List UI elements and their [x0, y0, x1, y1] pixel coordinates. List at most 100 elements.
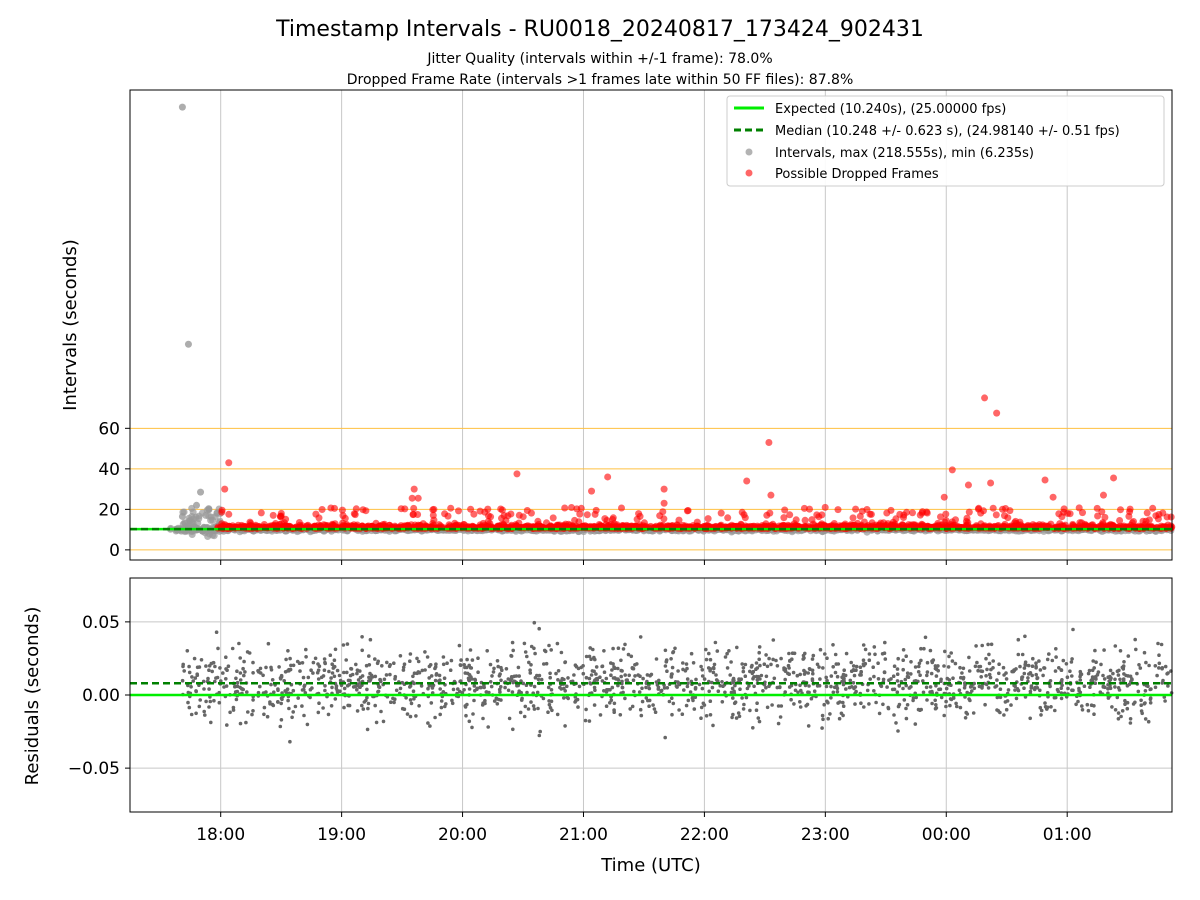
- residual-point: [962, 677, 966, 681]
- interval-outlier-point: [197, 489, 204, 496]
- dropped-frame-point: [660, 522, 667, 529]
- residual-point: [980, 644, 984, 648]
- residual-point: [498, 672, 502, 676]
- residual-point: [314, 657, 318, 661]
- dropped-frame-point: [327, 505, 334, 512]
- residual-point: [438, 713, 442, 717]
- dropped-frame-point: [484, 506, 491, 513]
- residual-point: [711, 724, 715, 728]
- residual-point: [388, 673, 392, 677]
- residual-point: [318, 664, 322, 668]
- residual-point: [713, 663, 717, 667]
- residual-point: [648, 687, 652, 691]
- dropped-frame-point: [340, 512, 347, 519]
- top-y-tick-label: 60: [98, 419, 120, 439]
- residual-point: [581, 664, 585, 668]
- residual-point: [742, 670, 746, 674]
- residual-point: [523, 715, 527, 719]
- residual-point: [202, 687, 206, 691]
- residual-point: [499, 666, 503, 670]
- residual-point: [329, 653, 333, 657]
- residual-point: [1166, 671, 1170, 675]
- residual-point: [193, 657, 197, 661]
- residual-point: [828, 712, 832, 716]
- residual-point: [1017, 638, 1021, 642]
- residual-point: [536, 691, 540, 695]
- residual-point: [750, 665, 754, 669]
- residual-point: [616, 667, 620, 671]
- residual-point: [831, 643, 835, 647]
- residual-point: [807, 724, 811, 728]
- dropped-frame-point: [963, 518, 970, 525]
- residual-point: [836, 675, 840, 679]
- dropped-frame-point: [497, 506, 504, 513]
- residual-point: [374, 675, 378, 679]
- residual-point: [831, 665, 835, 669]
- residual-point: [194, 676, 198, 680]
- residual-point: [188, 706, 192, 710]
- residual-point: [292, 664, 296, 668]
- residual-point: [417, 660, 421, 664]
- residual-point: [408, 685, 412, 689]
- interval-point: [182, 520, 189, 527]
- residual-point: [664, 649, 668, 653]
- residual-point: [605, 688, 609, 692]
- residual-point: [1160, 643, 1164, 647]
- residual-point: [459, 658, 463, 662]
- residual-point: [1111, 672, 1115, 676]
- residual-point: [194, 689, 198, 693]
- residual-point: [355, 688, 359, 692]
- residual-point: [677, 708, 681, 712]
- residual-point: [925, 698, 929, 702]
- dropped-frame-outlier-point: [1042, 476, 1049, 483]
- residual-point: [842, 704, 846, 708]
- dropped-frame-point: [768, 522, 775, 529]
- residual-point: [1017, 653, 1021, 657]
- residual-point: [740, 696, 744, 700]
- residual-point: [472, 699, 476, 703]
- residual-point: [361, 674, 365, 678]
- dropped-frame-point: [813, 511, 820, 518]
- residual-point: [1046, 706, 1050, 710]
- dropped-frame-point: [1168, 514, 1175, 521]
- residual-point: [829, 696, 833, 700]
- residual-point: [854, 690, 858, 694]
- residual-point: [459, 663, 463, 667]
- residual-point: [402, 668, 406, 672]
- residual-point: [1117, 711, 1121, 715]
- residual-point: [251, 661, 255, 665]
- residual-point: [1062, 659, 1066, 663]
- dropped-frame-point: [584, 511, 591, 518]
- residual-point: [523, 642, 527, 646]
- residual-point: [904, 678, 908, 682]
- residual-point: [779, 715, 783, 719]
- residual-point: [496, 659, 500, 663]
- residual-point: [997, 672, 1001, 676]
- residual-point: [235, 698, 239, 702]
- residual-point: [902, 648, 906, 652]
- residual-point: [225, 684, 229, 688]
- residual-point: [394, 675, 398, 679]
- residual-point: [1099, 690, 1103, 694]
- residual-point: [354, 685, 358, 689]
- residual-point: [967, 656, 971, 660]
- residual-point: [744, 663, 748, 667]
- residual-point: [632, 690, 636, 694]
- residual-point: [733, 702, 737, 706]
- residual-point: [728, 673, 732, 677]
- residual-point: [1070, 657, 1074, 661]
- residual-point: [321, 706, 325, 710]
- residual-point: [726, 666, 730, 670]
- residual-point: [284, 658, 288, 662]
- residual-point: [435, 672, 439, 676]
- residual-point: [334, 648, 338, 652]
- residual-point: [873, 645, 877, 649]
- residual-point: [1123, 702, 1127, 706]
- residual-point: [862, 643, 866, 647]
- dropped-frame-point: [739, 509, 746, 516]
- interval-outlier-point: [179, 104, 186, 111]
- residual-point: [859, 701, 863, 705]
- residual-point: [529, 663, 533, 667]
- residual-point: [841, 714, 845, 718]
- residual-point: [930, 702, 934, 706]
